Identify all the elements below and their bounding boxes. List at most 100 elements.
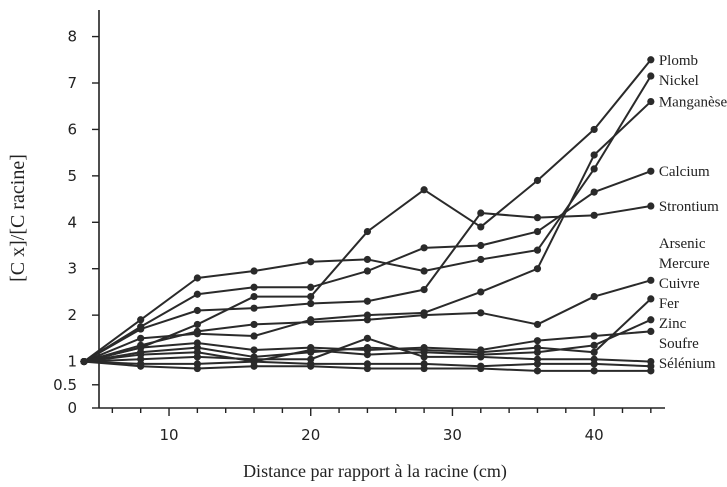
data-point [647, 316, 655, 324]
data-point [647, 167, 655, 175]
y-tick-label: 5 [67, 167, 77, 185]
data-point [477, 346, 485, 354]
data-point [420, 186, 428, 194]
data-point [533, 246, 542, 254]
data-point [647, 327, 655, 335]
series-8 [80, 327, 655, 366]
series-label: Manganèse [659, 95, 727, 111]
data-point [193, 290, 201, 298]
data-point [363, 316, 372, 324]
data-point [590, 151, 598, 159]
data-point [590, 360, 598, 368]
data-point [363, 364, 372, 373]
data-point [250, 346, 258, 354]
data-point [307, 318, 315, 326]
data-point [80, 357, 88, 366]
data-point [590, 125, 598, 134]
y-tick-label: 2 [67, 306, 77, 324]
data-point [647, 295, 655, 303]
data-point [137, 325, 145, 333]
data-point [477, 241, 485, 250]
data-point [363, 346, 372, 354]
data-point [533, 176, 542, 185]
series-label: Mercure [659, 256, 710, 272]
x-tick-label: 30 [443, 426, 462, 444]
data-point [250, 362, 258, 370]
series-label: Zinc [659, 316, 687, 332]
data-point [590, 341, 598, 349]
y-tick-label: 7 [67, 74, 77, 92]
y-tick-label: 3 [67, 260, 77, 278]
data-point [307, 283, 315, 291]
data-point [137, 344, 145, 352]
data-point [307, 299, 315, 308]
data-point [420, 267, 428, 275]
data-point [193, 364, 201, 373]
data-point [250, 283, 258, 291]
data-point [250, 304, 258, 312]
data-point [420, 353, 428, 361]
data-point [193, 306, 201, 315]
data-point [533, 320, 542, 329]
series-label: Calcium [659, 164, 710, 180]
data-point [647, 56, 655, 64]
data-point [533, 360, 542, 368]
series-label: Nickel [659, 73, 699, 89]
data-point [477, 364, 485, 373]
data-point [590, 348, 598, 356]
data-point [590, 211, 598, 219]
data-point [477, 209, 485, 217]
axes [98, 10, 665, 409]
data-point [477, 223, 485, 231]
x-axis-title: Distance par rapport à la racine (cm) [243, 461, 507, 482]
data-point [477, 255, 485, 264]
series-0 [80, 56, 655, 366]
data-point [420, 311, 428, 319]
data-point [193, 274, 201, 282]
data-point [307, 292, 315, 301]
series-label: Fer [659, 296, 679, 312]
data-point [363, 297, 372, 305]
y-axis-title: [C x]/[C racine] [7, 154, 29, 282]
data-point [533, 214, 542, 222]
data-point [250, 267, 258, 275]
y-tick-label: 8 [67, 28, 77, 46]
data-point [363, 267, 372, 275]
series-label: Soufre [659, 336, 699, 352]
data-point [533, 227, 542, 236]
data-point [193, 320, 201, 329]
data-point [647, 276, 655, 284]
data-point [647, 72, 655, 80]
data-point [647, 367, 655, 375]
data-point [307, 344, 315, 352]
y-tick-label: 6 [67, 120, 77, 138]
data-point [590, 188, 598, 196]
y-tick-label: 0 [67, 399, 77, 417]
data-point [533, 337, 542, 345]
x-tick-label: 40 [585, 426, 604, 444]
data-point [420, 244, 428, 252]
series-label: Cuivre [659, 276, 700, 292]
data-point [477, 288, 485, 296]
x-tick-label: 20 [301, 426, 320, 444]
series-label: Plomb [659, 53, 698, 69]
series-1 [80, 72, 655, 366]
series-labels: Plomb Nickel Manganèse Calcium Strontium Arse… [659, 53, 727, 372]
data-point [590, 292, 598, 301]
series-line [83, 170, 652, 363]
data-point [647, 97, 655, 106]
data-point [307, 258, 315, 266]
series-11 [80, 357, 655, 375]
data-point [137, 334, 145, 342]
x-tick-label: 10 [159, 426, 178, 444]
data-point [420, 286, 428, 294]
data-point [533, 265, 542, 273]
series-label: Sélénium [659, 356, 716, 372]
data-point [363, 227, 372, 236]
data-point [363, 334, 372, 342]
data-point [590, 367, 598, 375]
data-point [477, 353, 485, 361]
data-point [647, 202, 655, 210]
data-point [363, 255, 372, 264]
